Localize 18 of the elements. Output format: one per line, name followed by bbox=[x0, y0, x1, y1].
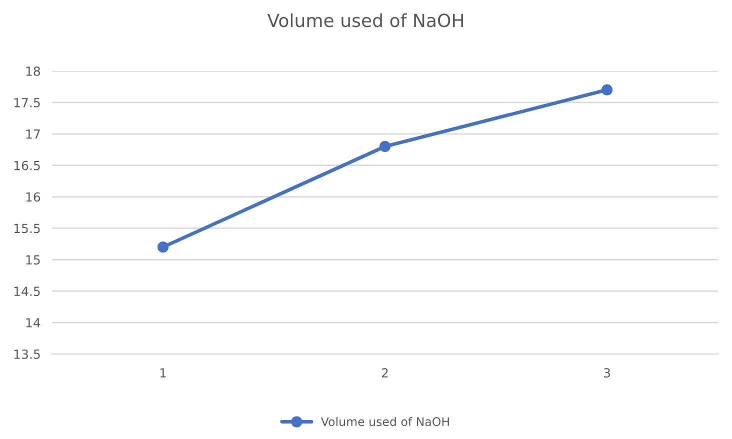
x-tick-label: 2 bbox=[382, 368, 388, 378]
y-tick-label: 17.5 bbox=[14, 98, 40, 108]
legend-label: Volume used of NaOH bbox=[320, 416, 449, 426]
point bbox=[157, 242, 169, 253]
x-tick-label: 3 bbox=[604, 368, 610, 378]
y-tick-label: 17 bbox=[26, 130, 40, 139]
y-tick-label: 15.5 bbox=[14, 224, 40, 234]
x-tick-label: 1 bbox=[160, 368, 166, 378]
y-tick-label: 13.5 bbox=[14, 349, 40, 359]
y-tick-label: 15 bbox=[26, 255, 40, 265]
chart-title: Volume used of NaOH bbox=[267, 13, 464, 28]
point bbox=[379, 140, 391, 152]
y-tick-label: 18 bbox=[26, 66, 40, 76]
y-tick-label: 16 bbox=[26, 192, 40, 202]
y-tick-label: 14 bbox=[26, 318, 40, 328]
point bbox=[601, 84, 613, 96]
y-tick-label: 14.5 bbox=[14, 286, 40, 296]
y-tick-label: 16.5 bbox=[14, 160, 40, 170]
